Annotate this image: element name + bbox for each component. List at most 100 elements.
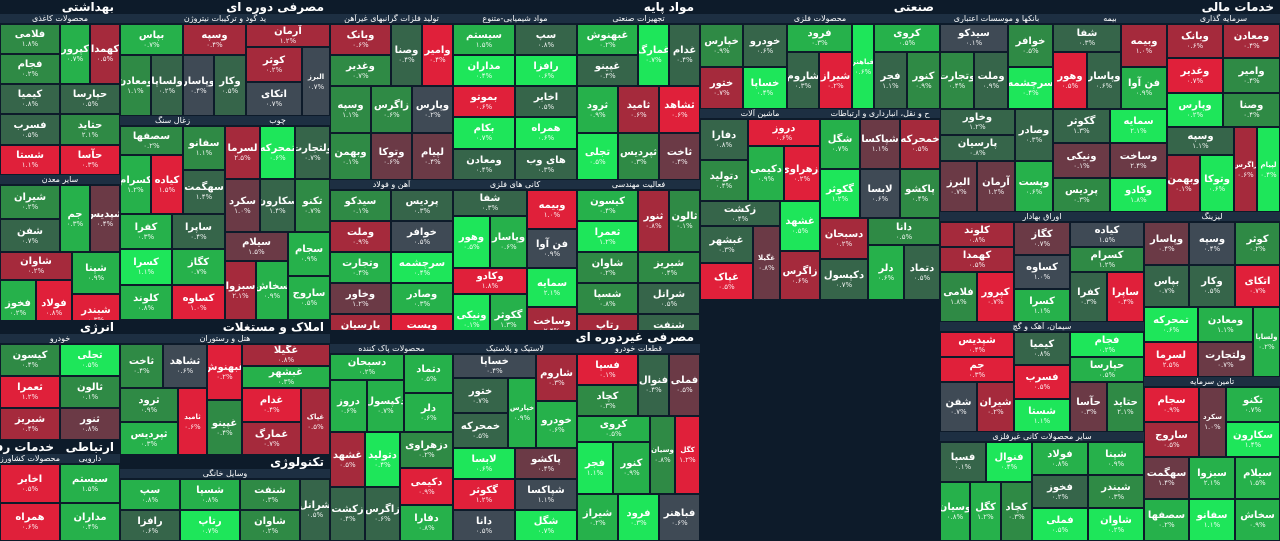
stock-tile[interactable]: تمحرکه ۰.۶% xyxy=(260,126,295,179)
stock-tile[interactable]: وتوکا ۰.۶% xyxy=(371,133,412,180)
stock-tile[interactable]: خمحرکه ۰.۵% xyxy=(900,119,940,169)
stock-tile[interactable]: فلامی ۱.۸% xyxy=(940,272,977,322)
stock-tile[interactable]: وبیمه ۱.۰% xyxy=(1121,24,1167,67)
stock-tile[interactable]: وصادر ۰.۳% xyxy=(1015,109,1053,161)
stock-tile[interactable]: کچاد ۰.۳% xyxy=(1001,482,1032,541)
stock-tile[interactable]: فملی ۰.۵% xyxy=(1032,508,1088,541)
stock-tile[interactable]: غپینو ۰.۴% xyxy=(577,55,638,86)
stock-tile[interactable]: گکوثر ۱.۲% xyxy=(820,169,860,218)
stock-tile[interactable]: وبانک ۰.۶% xyxy=(1167,24,1223,58)
stock-tile[interactable]: شفا ۰.۳% xyxy=(453,190,527,216)
sector-sanati[interactable]: صنعتی محصولات فلزی کروی ۰.۵% کنور ۰.۹% فجر ۱.۱%… xyxy=(700,0,940,300)
stock-tile[interactable]: سجام ۰.۹% xyxy=(288,232,330,276)
stock-tile[interactable]: کساوه ۱.۰% xyxy=(1014,255,1070,289)
stock-tile[interactable]: حآسا ۰.۳% xyxy=(1070,382,1107,432)
stock-tile[interactable]: لابسا ۰.۶% xyxy=(860,169,900,218)
industry-header[interactable]: ماشین آلات xyxy=(700,109,820,119)
stock-tile[interactable]: سپ ۰.۸% xyxy=(120,479,180,510)
stock-tile[interactable]: وپاسار ۰.۶% xyxy=(490,216,527,268)
stock-tile[interactable]: آرمان ۱.۲% xyxy=(246,24,330,47)
stock-tile[interactable]: همراه ۰.۶% xyxy=(0,503,60,541)
stock-tile[interactable]: اخابر ۰.۵% xyxy=(515,86,577,117)
stock-tile[interactable]: خپارس ۰.۹% xyxy=(700,24,743,67)
stock-tile[interactable]: تجلی ۰.۵% xyxy=(60,344,120,376)
stock-tile[interactable]: سصفها ۰.۲% xyxy=(1144,499,1189,541)
stock-tile[interactable]: زکشت ۰.۴% xyxy=(700,201,780,226)
stock-tile[interactable]: ولساپا ۰.۲% xyxy=(1253,307,1280,377)
stock-tile[interactable]: غگیلا ۰.۸% xyxy=(242,344,330,366)
industry-header[interactable]: لاستیک و پلاستیک xyxy=(453,344,577,354)
stock-tile[interactable]: دتماد ۰.۵% xyxy=(404,354,453,393)
stock-tile[interactable]: تکنو ۰.۷% xyxy=(295,179,330,232)
stock-tile[interactable]: ثشاهد ۰.۶% xyxy=(163,344,207,388)
stock-tile[interactable]: ومعادن ۰.۴% xyxy=(453,149,515,180)
stock-tile[interactable]: کروی ۰.۵% xyxy=(874,24,940,52)
stock-tile[interactable]: دکیمی ۰.۹% xyxy=(748,146,784,201)
stock-tile[interactable]: وغدیر ۰.۷% xyxy=(330,55,391,86)
stock-tile[interactable]: مداران ۰.۴% xyxy=(453,55,515,86)
stock-tile[interactable]: کگل ۱.۲% xyxy=(675,416,700,494)
stock-tile[interactable]: فرود ۰.۳% xyxy=(618,494,659,541)
stock-tile[interactable]: فسرب ۰.۵% xyxy=(0,114,60,145)
stock-tile[interactable]: شگل ۰.۷% xyxy=(820,119,860,169)
stock-tile[interactable]: غدام ۰.۴% xyxy=(669,24,700,86)
stock-tile[interactable]: جم ۰.۳% xyxy=(60,185,90,252)
stock-tile[interactable]: کیاده ۱.۵% xyxy=(1070,222,1144,247)
stock-tile[interactable]: دکپسول ۰.۷% xyxy=(367,380,404,432)
stock-tile[interactable]: خودرو ۰.۶% xyxy=(536,401,577,448)
stock-tile[interactable]: سیلام ۱.۵% xyxy=(225,232,288,261)
stock-tile[interactable]: البرز ۰.۷% xyxy=(302,47,330,116)
stock-tile[interactable]: شبریز ۰.۴% xyxy=(638,252,700,283)
stock-tile[interactable]: حپارسا ۰.۵% xyxy=(60,84,120,114)
stock-tile[interactable]: های وب ۰.۳% xyxy=(515,149,577,180)
stock-tile[interactable]: وامیر ۰.۴% xyxy=(422,24,453,86)
stock-tile[interactable]: ثرود ۰.۹% xyxy=(120,388,178,422)
stock-tile[interactable]: تکنو ۰.۷% xyxy=(1226,387,1280,422)
industry-header[interactable]: محصولات پاک کننده xyxy=(330,344,453,354)
stock-tile[interactable]: کگل ۱.۲% xyxy=(970,482,1001,541)
stock-tile[interactable]: ثامید ۰.۶% xyxy=(618,86,659,133)
stock-tile[interactable]: غپاک ۰.۵% xyxy=(301,388,330,455)
stock-tile[interactable]: تمحرکه ۰.۶% xyxy=(1144,307,1198,342)
stock-tile[interactable]: وهور ۰.۵% xyxy=(1053,52,1087,109)
stock-tile[interactable]: سخاش ۰.۹% xyxy=(1235,499,1280,541)
industry-header[interactable]: خودرو xyxy=(0,334,120,344)
stock-tile[interactable]: شفن ۰.۷% xyxy=(940,382,977,432)
stock-tile[interactable]: ثاخت ۰.۴% xyxy=(120,344,163,388)
stock-tile[interactable]: خودرو ۰.۶% xyxy=(743,24,787,67)
stock-tile[interactable]: ثنور ۰.۸% xyxy=(638,190,669,252)
industry-header[interactable]: زغال سنگ xyxy=(120,116,225,126)
stock-tile[interactable]: سکرد ۱.۰% xyxy=(225,179,260,232)
stock-tile[interactable]: وبهمن ۰.۱% xyxy=(330,133,371,180)
stock-tile[interactable]: حآسا ۰.۳% xyxy=(60,145,120,175)
stock-tile[interactable]: فن آوا ۰.۹% xyxy=(527,229,577,268)
stock-tile[interactable]: زاگرس ۰.۶% xyxy=(365,487,400,541)
stock-tile[interactable]: کچاد ۰.۳% xyxy=(577,385,638,416)
stock-tile[interactable]: همراه ۰.۶% xyxy=(515,117,577,149)
stock-tile[interactable]: فسپا ۰.۱% xyxy=(940,442,986,482)
industry-header[interactable]: لیزینگ xyxy=(1144,212,1280,222)
sector-refahi[interactable]: خدمات رفاهیمحصولات کشاورزی و دامپروریاخا… xyxy=(0,440,60,541)
sector-mavad[interactable]: مواد پایه تجهیزات صنعتی غدام ۰.۴% غمارگ ۰.۷% غ… xyxy=(330,0,700,345)
industry-header[interactable]: دارویی xyxy=(60,454,120,464)
stock-tile[interactable]: فباهنر ۰.۶% xyxy=(659,494,700,541)
stock-tile[interactable]: دسبحان ۰.۲% xyxy=(330,354,404,380)
stock-tile[interactable]: غدام ۰.۴% xyxy=(242,388,301,422)
stock-tile[interactable]: کگاز ۰.۷% xyxy=(1014,222,1070,255)
stock-tile[interactable]: غبشهر ۰.۳% xyxy=(700,226,753,263)
stock-tile[interactable]: پاکشو ۰.۴% xyxy=(515,448,577,479)
stock-tile[interactable]: وکار ۰.۵% xyxy=(1189,265,1235,307)
stock-tile[interactable]: غگیلا ۰.۸% xyxy=(753,226,780,300)
sector-amlak[interactable]: املاک و مستغلات هتل و رستوران غگیلا ۰.۸% غبش… xyxy=(120,320,330,455)
industry-header[interactable]: کانی های فلزی xyxy=(453,180,577,190)
stock-tile[interactable]: وتوکا ۰.۶% xyxy=(1200,155,1234,212)
industry-header[interactable]: بیمه xyxy=(1053,14,1167,24)
stock-tile[interactable]: مداران ۰.۴% xyxy=(60,503,120,541)
